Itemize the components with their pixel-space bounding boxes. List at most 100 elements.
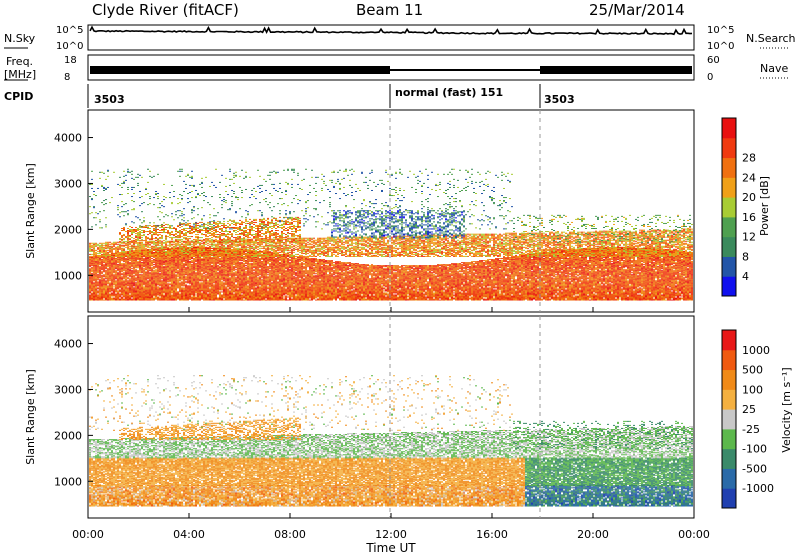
heatmap-cell — [139, 232, 141, 234]
heatmap-cell — [141, 299, 143, 301]
heatmap-cell — [99, 289, 101, 291]
heatmap-cell — [105, 274, 107, 276]
heatmap-cell — [195, 251, 197, 253]
heatmap-cell — [123, 292, 125, 294]
heatmap-cell — [123, 258, 125, 260]
heatmap-cell — [97, 274, 99, 276]
heatmap-cell — [201, 247, 203, 249]
heatmap-cell — [175, 284, 177, 286]
heatmap-cell — [181, 299, 183, 301]
heatmap-cell — [129, 283, 131, 285]
heatmap-cell — [179, 290, 181, 292]
heatmap-cell — [135, 262, 137, 264]
heatmap-cell — [149, 267, 151, 269]
heatmap-cell — [95, 285, 97, 287]
heatmap-cell — [155, 293, 157, 295]
heatmap-cell — [157, 283, 159, 285]
heatmap-cell — [207, 264, 209, 266]
heatmap-cell — [175, 245, 177, 247]
heatmap-cell — [167, 295, 169, 297]
heatmap-cell — [171, 282, 173, 284]
heatmap-cell — [155, 194, 157, 196]
heatmap-cell — [159, 274, 161, 276]
heatmap-cell — [105, 245, 107, 247]
heatmap-cell — [217, 281, 219, 283]
heatmap-cell — [121, 253, 123, 255]
heatmap-cell — [219, 250, 221, 252]
heatmap-cell — [131, 298, 133, 300]
heatmap-cell — [183, 254, 185, 256]
heatmap-cell — [183, 292, 185, 294]
heatmap-cell — [191, 258, 193, 260]
heatmap-cell — [193, 228, 195, 231]
heatmap-cell — [217, 220, 219, 222]
heatmap-cell — [197, 241, 199, 243]
heatmap-cell — [197, 267, 199, 269]
heatmap-cell — [145, 261, 147, 263]
heatmap-cell — [153, 283, 155, 285]
heatmap-cell — [93, 194, 95, 196]
heatmap-cell — [111, 260, 113, 262]
heatmap-cell — [197, 270, 199, 272]
heatmap-cell — [159, 269, 161, 271]
heatmap-cell — [175, 227, 177, 229]
heatmap-cell — [125, 263, 127, 265]
heatmap-cell — [199, 243, 201, 245]
heatmap-cell — [89, 279, 91, 281]
heatmap-cell — [195, 297, 197, 299]
heatmap-cell — [151, 246, 153, 248]
heatmap-cell — [105, 287, 107, 289]
heatmap-cell — [103, 251, 105, 253]
heatmap-cell — [173, 277, 175, 279]
heatmap-cell — [217, 247, 219, 249]
heatmap-cell — [189, 252, 191, 254]
heatmap-cell — [97, 277, 99, 279]
heatmap-cell — [199, 242, 201, 244]
heatmap-cell — [109, 296, 111, 298]
heatmap-cell — [121, 248, 123, 250]
heatmap-cell — [163, 284, 165, 286]
heatmap-cell — [139, 261, 141, 263]
heatmap-cell — [195, 249, 197, 251]
heatmap-cell — [135, 291, 137, 293]
heatmap-cell — [195, 282, 197, 284]
heatmap-cell — [163, 199, 165, 201]
heatmap-cell — [105, 295, 107, 297]
heatmap-cell — [121, 245, 123, 247]
heatmap-cell — [219, 269, 221, 271]
heatmap-cell — [187, 295, 189, 297]
heatmap-cell — [99, 255, 101, 257]
heatmap-cell — [95, 245, 97, 247]
heatmap-cell — [139, 225, 141, 227]
heatmap-cell — [193, 274, 195, 276]
heatmap-cell — [207, 250, 209, 252]
heatmap-cell — [99, 247, 101, 249]
heatmap-cell — [187, 267, 189, 269]
heatmap-cell — [193, 272, 195, 274]
heatmap-cell — [203, 263, 205, 265]
heatmap-cell — [175, 240, 177, 242]
heatmap-cell — [169, 266, 171, 268]
heatmap-cell — [113, 293, 115, 295]
heatmap-cell — [167, 276, 169, 278]
heatmap-cell — [127, 273, 129, 275]
heatmap-cell — [159, 250, 161, 252]
heatmap-cell — [129, 254, 131, 256]
heatmap-cell — [163, 246, 165, 248]
heatmap-cell — [141, 247, 143, 249]
heatmap-cell — [143, 220, 145, 222]
heatmap-cell — [147, 266, 149, 268]
heatmap-cell — [225, 267, 227, 269]
heatmap-cell — [137, 298, 139, 300]
heatmap-cell — [145, 251, 147, 253]
heatmap-cell — [111, 245, 113, 247]
heatmap-cell — [191, 284, 193, 286]
heatmap-cell — [153, 227, 155, 229]
heatmap-cell — [101, 296, 103, 298]
heatmap-cell — [185, 242, 187, 244]
heatmap-cell — [143, 266, 145, 268]
heatmap-cell — [169, 291, 171, 293]
heatmap-cell — [211, 261, 213, 263]
heatmap-cell — [103, 282, 105, 284]
heatmap-cell — [117, 247, 119, 249]
